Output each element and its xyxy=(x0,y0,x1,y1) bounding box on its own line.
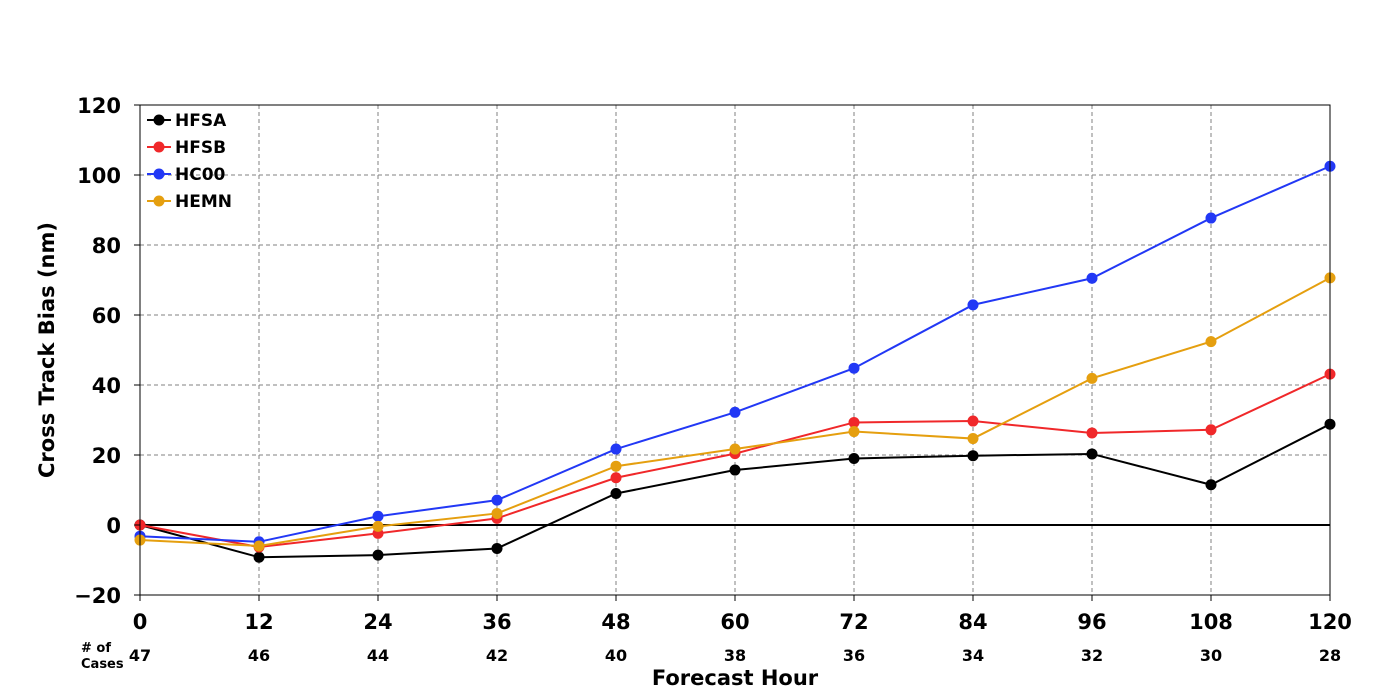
data-point-hfsa xyxy=(610,488,622,499)
data-point-hfsa xyxy=(848,453,860,464)
data-point-hfsa xyxy=(1205,479,1217,491)
data-point-hfsb xyxy=(848,416,860,428)
case-count: 28 xyxy=(1319,646,1341,665)
case-count: 44 xyxy=(367,646,389,665)
legend: HFSA HFSB HC00 HEMN xyxy=(147,111,232,212)
case-counts: 47 46 44 42 40 38 36 34 32 30 28 xyxy=(129,646,1341,665)
case-count: 38 xyxy=(724,646,746,665)
data-point-hfsb xyxy=(1205,424,1217,436)
data-point-hemn xyxy=(848,426,860,438)
legend-label-hemn: HEMN xyxy=(175,192,232,212)
case-count: 36 xyxy=(843,646,865,665)
y-tick-label: −20 xyxy=(74,584,121,608)
legend-label-hfsa: HFSA xyxy=(175,111,227,131)
data-point-hemn xyxy=(253,540,265,552)
y-tick-label: 20 xyxy=(92,444,121,468)
case-count: 47 xyxy=(129,646,151,665)
data-point-hc00 xyxy=(848,362,860,374)
x-tick-label: 108 xyxy=(1189,610,1233,634)
data-point-hemn xyxy=(610,460,622,472)
data-point-hemn xyxy=(729,443,741,455)
x-tick-label: 0 xyxy=(133,610,148,634)
data-point-hemn xyxy=(967,433,979,445)
legend-marker-hc00 xyxy=(153,168,165,180)
case-count: 42 xyxy=(486,646,508,665)
x-ticks: 0 12 24 36 48 60 72 84 96 108 120 xyxy=(133,595,1352,634)
legend-marker-hemn xyxy=(153,195,165,207)
x-tick-label: 120 xyxy=(1308,610,1352,634)
data-point-hfsa xyxy=(253,551,265,563)
data-point-hfsa xyxy=(967,450,979,462)
data-point-hfsb xyxy=(610,472,622,484)
x-tick-label: 24 xyxy=(363,610,392,634)
cases-title-line2: Cases xyxy=(81,657,124,672)
x-tick-label: 36 xyxy=(482,610,511,634)
data-point-hfsa xyxy=(491,542,503,554)
x-tick-label: 84 xyxy=(958,610,987,634)
y-tick-label: 60 xyxy=(92,304,121,328)
x-tick-label: 72 xyxy=(839,610,868,634)
y-tick-label: 120 xyxy=(77,94,121,118)
case-count: 30 xyxy=(1200,646,1222,665)
legend-label-hfsb: HFSB xyxy=(175,138,226,158)
case-count: 32 xyxy=(1081,646,1103,665)
data-point-hc00 xyxy=(610,443,622,455)
legend-marker-hfsa xyxy=(153,114,165,126)
data-point-hfsb xyxy=(1086,427,1098,439)
data-point-hc00 xyxy=(372,510,384,522)
x-tick-label: 96 xyxy=(1077,610,1106,634)
data-point-hfsb xyxy=(967,415,979,427)
case-count: 34 xyxy=(962,646,984,665)
data-point-hc00 xyxy=(1205,212,1217,224)
data-point-hc00 xyxy=(491,494,503,506)
y-tick-label: 0 xyxy=(106,514,121,538)
cases-title-line1: # of xyxy=(81,641,111,656)
x-tick-label: 12 xyxy=(244,610,273,634)
data-point-hc00 xyxy=(729,406,741,418)
case-count: 46 xyxy=(248,646,270,665)
y-tick-label: 80 xyxy=(92,234,121,258)
data-point-hfsa xyxy=(372,549,384,561)
y-tick-label: 100 xyxy=(77,164,121,188)
data-point-hemn xyxy=(491,507,503,519)
data-point-hc00 xyxy=(967,299,979,311)
y-ticks: −20 0 20 40 60 80 100 120 xyxy=(74,94,140,608)
case-count: 40 xyxy=(605,646,627,665)
legend-label-hc00: HC00 xyxy=(175,165,226,185)
series-lines xyxy=(134,160,1336,563)
data-point-hemn xyxy=(1205,336,1217,348)
x-axis-title: Forecast Hour xyxy=(652,666,819,690)
y-axis-title: Cross Track Bias (nm) xyxy=(35,222,59,478)
legend-marker-hfsb xyxy=(153,141,165,153)
data-point-hfsa xyxy=(1086,448,1098,460)
x-tick-label: 60 xyxy=(720,610,749,634)
data-point-hemn xyxy=(372,520,384,532)
grid-lines xyxy=(140,105,1330,595)
data-point-hemn xyxy=(1086,372,1098,384)
data-point-hfsa xyxy=(729,464,741,476)
y-tick-label: 40 xyxy=(92,374,121,398)
x-tick-label: 48 xyxy=(601,610,630,634)
data-point-hc00 xyxy=(1086,272,1098,284)
